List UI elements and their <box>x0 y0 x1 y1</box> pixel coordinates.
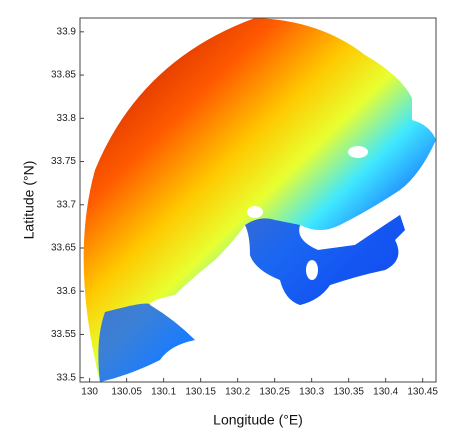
y-tick-label: 33.8 <box>57 113 77 124</box>
x-tick-label: 130.05 <box>111 387 142 398</box>
x-tick-label: 130.1 <box>151 387 176 398</box>
y-tick-label: 33.5 <box>57 372 77 383</box>
y-tick-label: 33.6 <box>57 286 77 297</box>
plot-frame <box>79 17 437 383</box>
x-tick-label: 130 <box>81 387 98 398</box>
x-tick-label: 130.2 <box>225 387 250 398</box>
x-axis-label: Longitude (°E) <box>213 412 303 428</box>
x-tick-label: 130.15 <box>185 387 216 398</box>
field <box>83 18 436 382</box>
x-tick-label: 130.3 <box>299 387 324 398</box>
y-tick-label: 33.65 <box>51 243 76 254</box>
y-tick-label: 33.9 <box>57 26 77 37</box>
y-tick-label: 33.75 <box>51 156 76 167</box>
x-tick-label: 130.4 <box>373 387 398 398</box>
y-tick-label: 33.85 <box>51 70 76 81</box>
x-tick-label: 130.45 <box>407 387 438 398</box>
x-tick-label: 130.25 <box>259 387 290 398</box>
y-tick-label: 33.7 <box>57 199 77 210</box>
x-tick-label: 130.35 <box>333 387 364 398</box>
y-axis-label: Latitude (°N) <box>21 161 37 240</box>
y-tick-label: 33.55 <box>51 329 76 340</box>
